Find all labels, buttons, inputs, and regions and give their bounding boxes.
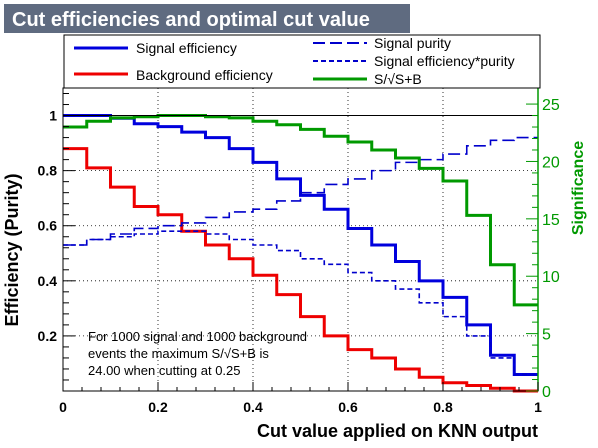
- x-tick-label: 0: [59, 399, 67, 415]
- series-signal-efficiency-line: [63, 114, 538, 376]
- x-tick-label: 0.8: [433, 399, 453, 415]
- legend-significance-label: S/√S+B: [374, 71, 422, 87]
- title-box: [4, 4, 410, 33]
- annotation-line-2: events the maximum S/√S+B is: [88, 346, 269, 361]
- annotation-line-1: For 1000 signal and 1000 background: [88, 329, 307, 344]
- right-tick-label: 5: [542, 327, 551, 344]
- series-signal-purity-line: [63, 136, 538, 246]
- x-axis-label: Cut value applied on KNN output: [257, 421, 538, 441]
- legend-signal-label: Signal efficiency: [136, 40, 237, 56]
- right-tick-label: 20: [542, 154, 560, 171]
- y-tick-label: 1: [49, 108, 57, 124]
- x-tick-label: 0.2: [148, 399, 168, 415]
- y-axis-label: Efficiency (Purity): [2, 173, 22, 326]
- right-tick-label: 25: [542, 97, 560, 114]
- legend-effpurity-label: Signal efficiency*purity: [374, 53, 515, 69]
- series-group: [63, 114, 538, 393]
- y-tick-label: 0.4: [38, 273, 58, 289]
- annotation-line-3: 24.00 when cutting at 0.25: [88, 363, 241, 378]
- series-significance-line: [63, 114, 538, 307]
- annotation: For 1000 signal and 1000 background even…: [88, 329, 307, 378]
- y-tick-label: 0.8: [38, 163, 58, 179]
- y-tick-label: 0.2: [38, 328, 58, 344]
- series-signal-efficiency-purity-line: [63, 230, 538, 376]
- legend-background-label: Background efficiency: [136, 67, 273, 83]
- chart-title: Cut efficiencies and optimal cut value: [12, 9, 370, 31]
- x-tick-label: 1: [534, 399, 542, 415]
- x-tick-label: 0.4: [243, 399, 263, 415]
- y-tick-label: 0.6: [38, 218, 58, 234]
- right-tick-label: 15: [542, 212, 560, 229]
- right-tick-label: 0: [542, 384, 551, 401]
- series-background-efficiency-line: [63, 147, 538, 393]
- right-axis-label: Significance: [570, 141, 587, 235]
- legend-purity-label: Signal purity: [374, 35, 451, 51]
- x-tick-label: 0.6: [338, 399, 358, 415]
- legend-frame: [63, 34, 541, 89]
- legend: Signal efficiency Background efficiency …: [63, 34, 541, 89]
- right-tick-label: 10: [542, 269, 560, 286]
